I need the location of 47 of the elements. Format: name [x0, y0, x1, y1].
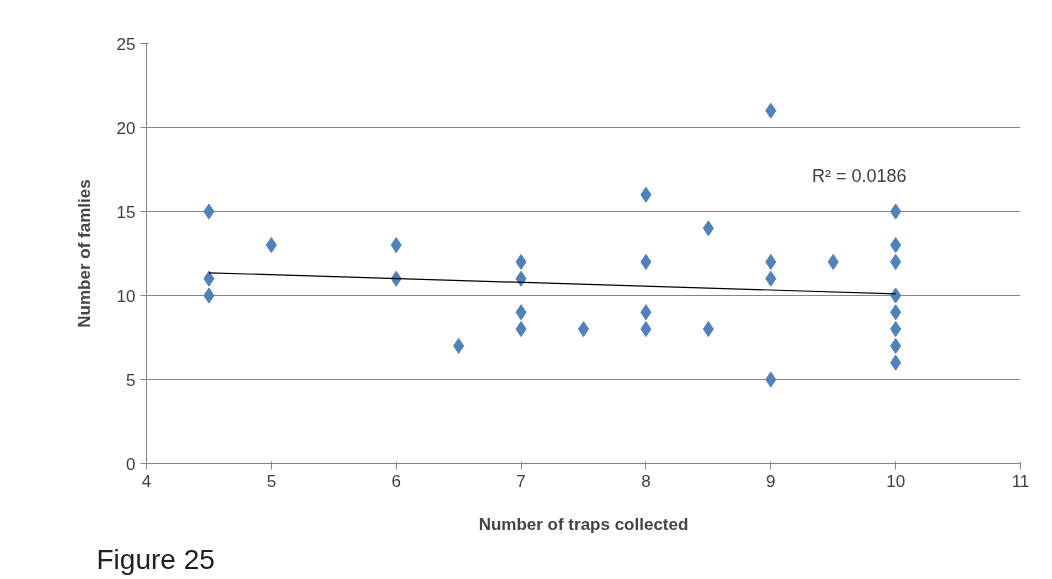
point: [640, 253, 652, 270]
caption: Figure 25: [96, 543, 215, 575]
point: [890, 203, 902, 220]
point: [203, 203, 215, 220]
point: [765, 371, 777, 388]
x-axis-title: Number of traps collected: [478, 514, 689, 534]
point: [640, 321, 652, 338]
point: [765, 253, 777, 270]
point: [890, 304, 902, 321]
point: [890, 321, 902, 338]
y-tick-label: 25: [116, 34, 136, 54]
y-axis-title: Number of famlies: [74, 179, 94, 328]
x-tick-label: 11: [1011, 471, 1030, 491]
point: [827, 253, 839, 270]
point: [702, 220, 714, 237]
y-tick-label: 20: [116, 118, 136, 138]
point: [890, 354, 902, 371]
point: [765, 102, 777, 119]
point: [515, 321, 527, 338]
point: [890, 287, 902, 304]
y-tick-label: 0: [126, 454, 136, 474]
point: [640, 186, 652, 203]
point: [702, 321, 714, 338]
point: [265, 237, 277, 254]
annotation: R² = 0.0186: [811, 166, 907, 187]
x-tick-label: 6: [391, 471, 401, 491]
x-tick-label: 8: [641, 471, 651, 491]
point: [765, 270, 777, 287]
x-tick-label: 7: [516, 471, 526, 491]
point: [515, 253, 527, 270]
point: [515, 304, 527, 321]
y-tick-label: 5: [126, 370, 136, 390]
point: [515, 270, 527, 287]
point: [453, 337, 465, 354]
x-tick-label: 4: [141, 471, 152, 491]
x-tick-label: 10: [886, 471, 906, 491]
point: [203, 287, 215, 304]
point: [890, 337, 902, 354]
point: [203, 270, 215, 287]
point: [640, 304, 652, 321]
point: [890, 253, 902, 270]
y-tick-label: 15: [116, 202, 136, 222]
y-tick-label: 10: [116, 286, 136, 306]
x-tick-label: 9: [766, 471, 776, 491]
point: [390, 237, 402, 254]
x-tick-label: 5: [266, 471, 277, 491]
point: [890, 237, 902, 254]
